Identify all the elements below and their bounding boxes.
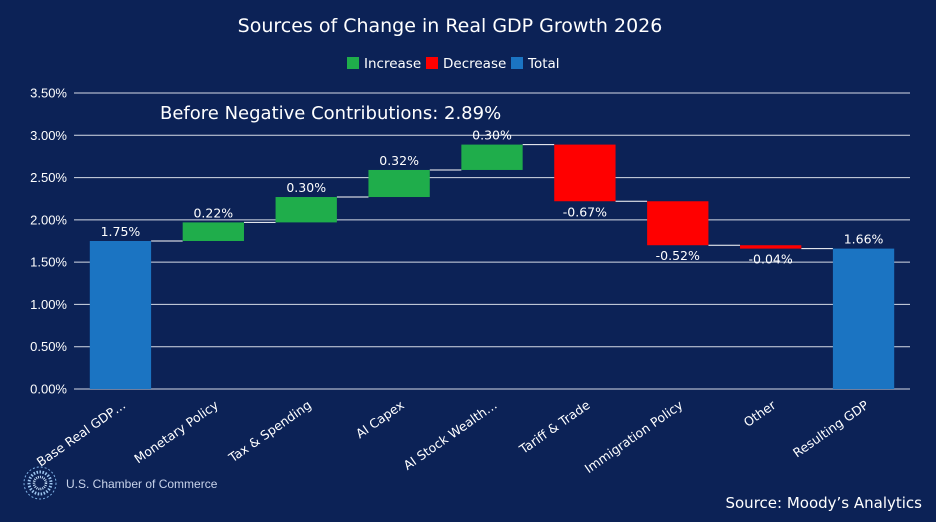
brand-name: U.S. Chamber of Commerce <box>66 477 218 491</box>
gridlines <box>74 92 910 390</box>
category-label: Tax & Spending <box>225 397 314 466</box>
data-label: 1.66% <box>844 232 884 247</box>
bar-increase <box>368 169 430 198</box>
logo-burst-outer <box>23 466 57 500</box>
legend-increase-swatch <box>347 57 359 69</box>
bar-increase <box>182 222 244 241</box>
bar-decrease <box>740 245 802 249</box>
bar-total <box>832 248 895 389</box>
y-tick-label: 3.50% <box>30 86 67 101</box>
source-note: Source: Moody’s Analytics <box>725 494 922 512</box>
data-label: 1.75% <box>101 224 141 239</box>
bar-decrease <box>647 201 709 246</box>
legend-decrease-swatch <box>426 57 438 69</box>
data-label: 0.30% <box>472 128 512 143</box>
bar-increase <box>461 144 523 170</box>
legend-total-swatch <box>511 57 523 69</box>
data-label: -0.52% <box>656 248 700 263</box>
bar-increase <box>275 197 337 223</box>
chamber-logo <box>23 466 57 500</box>
category-label: Resulting GDP <box>790 397 872 460</box>
logo-burst-mid <box>27 470 53 496</box>
category-label: Immigration Policy <box>582 397 686 476</box>
annotation-before-negative: Before Negative Contributions: 2.89% <box>160 103 501 124</box>
y-tick-label: 1.50% <box>30 255 67 270</box>
bar-decrease <box>554 144 616 202</box>
category-label: AI Stock Wealth… <box>401 397 500 473</box>
data-labels: 1.75% 0.22% 0.30% 0.32% 0.30% -0.67% -0.52% -0.… <box>101 128 884 267</box>
y-tick-label: 0.50% <box>30 339 67 354</box>
data-label: -0.67% <box>563 204 607 219</box>
category-label: Other <box>741 397 779 430</box>
legend-total-label: Total <box>527 56 560 72</box>
legend-decrease-label: Decrease <box>443 56 506 72</box>
category-label: Base Real GDP… <box>34 397 128 469</box>
data-label: -0.04% <box>749 252 793 267</box>
y-axis: 0.00% 0.50% 1.00% 1.50% 2.00% 2.50% 3.00% 3.50% <box>30 86 67 397</box>
data-label: 0.22% <box>193 205 233 220</box>
legend: Increase Decrease Total <box>347 56 560 72</box>
y-tick-label: 0.00% <box>30 382 67 397</box>
category-label: Monetary Policy <box>131 397 221 466</box>
legend-increase-label: Increase <box>364 56 421 72</box>
data-label: 0.32% <box>379 153 419 168</box>
data-label: 0.30% <box>286 180 326 195</box>
y-tick-label: 2.50% <box>30 170 67 185</box>
y-tick-label: 2.00% <box>30 212 67 227</box>
bars <box>89 144 895 389</box>
y-tick-label: 1.00% <box>30 297 67 312</box>
connector-lines <box>151 144 833 250</box>
category-label: AI Capex <box>353 397 407 441</box>
logo-burst-inner <box>32 475 48 491</box>
chart-title: Sources of Change in Real GDP Growth 202… <box>238 15 663 37</box>
y-tick-label: 3.00% <box>30 128 67 143</box>
category-label: Tariff & Trade <box>516 397 593 457</box>
x-axis: Base Real GDP… Monetary Policy Tax & Spend… <box>34 397 872 476</box>
bar-total <box>89 241 152 389</box>
